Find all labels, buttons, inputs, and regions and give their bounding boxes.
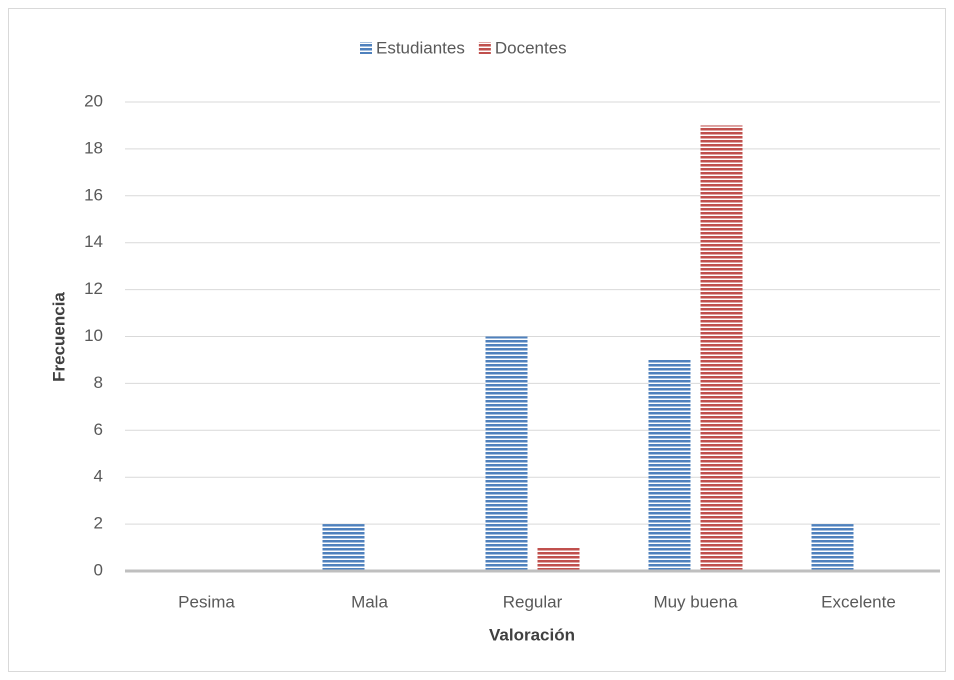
y-tick-label: 16	[84, 185, 103, 204]
x-tick-label: Regular	[503, 592, 563, 611]
y-tick-label: 14	[84, 232, 103, 251]
bar	[537, 547, 580, 571]
y-tick-label: 8	[94, 373, 103, 392]
x-tick-label: Excelente	[821, 592, 896, 611]
legend-swatch	[478, 42, 491, 54]
chart-border	[8, 8, 946, 672]
y-tick-label: 20	[84, 91, 103, 110]
y-tick-label: 0	[94, 560, 103, 579]
legend-swatch	[360, 42, 372, 54]
y-tick-label: 6	[94, 420, 103, 439]
y-tick-label: 4	[94, 467, 103, 486]
y-tick-label: 10	[84, 326, 103, 345]
x-tick-label: Muy buena	[653, 592, 738, 611]
legend-label: Docentes	[495, 38, 567, 57]
bar	[485, 336, 528, 571]
x-axis-label: Valoración	[489, 625, 575, 644]
x-tick-label: Mala	[351, 592, 388, 611]
y-tick-label: 2	[94, 514, 103, 533]
y-tick-label: 12	[84, 279, 103, 298]
bar	[322, 524, 365, 571]
bar	[811, 524, 854, 571]
legend-label: Estudiantes	[376, 38, 465, 57]
x-tick-label: Pesima	[178, 592, 235, 611]
bar	[648, 359, 691, 571]
y-axis-label: Frecuencia	[49, 292, 68, 382]
y-tick-label: 18	[84, 138, 103, 157]
bar	[700, 125, 743, 571]
